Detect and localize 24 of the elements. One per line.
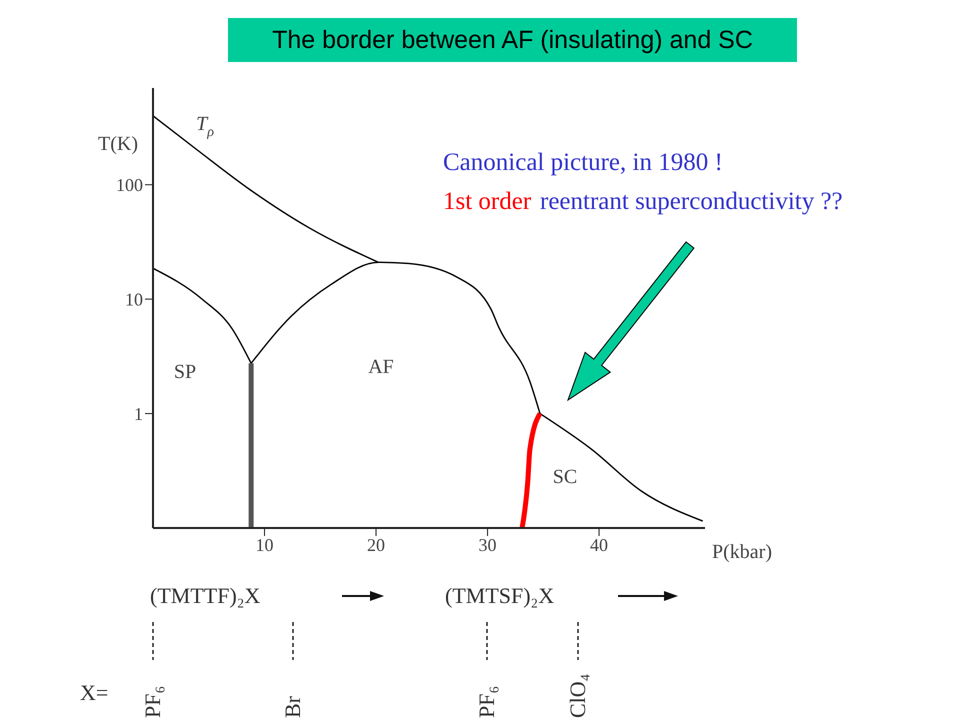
text: X= [80,680,108,705]
x-axis-title: P(kbar) [712,541,772,563]
text: PF₆ [474,686,499,718]
annotation: Canonical picture, in 1980 ! [443,149,723,176]
text: ClO₄ [565,674,590,718]
text: (TMTSF)₂X [445,583,554,608]
annotation: 1st order [443,188,532,215]
text: PF₆ [140,686,165,718]
text: Br [280,695,305,718]
annotation: T$_{ρ}$ [196,112,214,140]
y-tick-label: 100 [116,175,143,196]
annotation: SP [174,360,196,383]
y-tick-label: 1 [134,404,143,424]
annotation: reentrant superconductivity ?? [540,188,843,215]
x-tick-label: 40 [590,534,608,555]
annotation: AF [368,356,394,378]
y-tick-label: 10 [125,290,143,310]
x-tick-label: 10 [256,534,274,555]
annotation: SC [552,466,578,488]
y-axis-title: T(K) [98,133,138,155]
chart-title: The border between AF (insulating) and SC [228,18,797,62]
x-tick-label: 20 [367,534,386,555]
text: (TMTTF)₂X [150,583,260,608]
x-tick-label: 30 [478,534,497,555]
